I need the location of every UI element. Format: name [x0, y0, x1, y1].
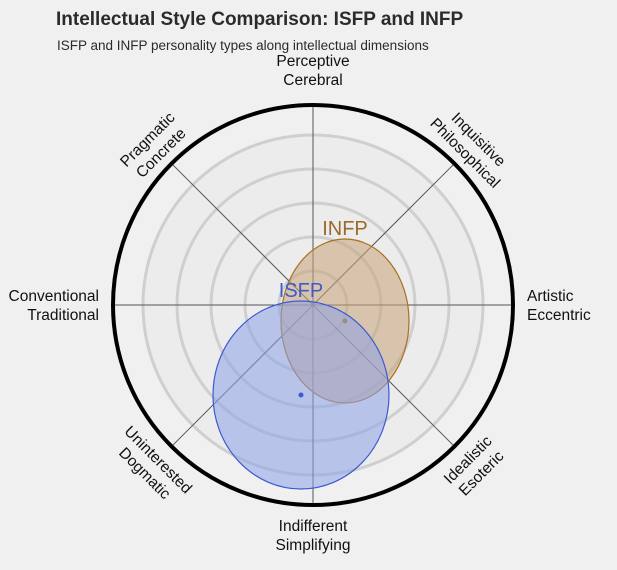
- axis-label-6: Conventional Traditional: [9, 288, 99, 324]
- chart-title: Intellectual Style Comparison: ISFP and …: [56, 9, 464, 30]
- outer-border: [111, 103, 515, 507]
- chart-subtitle: ISFP and INFP personality types along in…: [57, 38, 429, 53]
- axis-label-line: Perceptive: [276, 53, 349, 70]
- axis-label-2: Artistic Eccentric: [527, 288, 591, 324]
- axis-label-line: Traditional: [27, 307, 99, 324]
- series-label-isfp: ISFP: [279, 280, 323, 302]
- axis-label-line: Artistic: [527, 288, 574, 305]
- axis-label-4: Indifferent Simplifying: [276, 518, 351, 554]
- axis-label-line: Indifferent: [279, 518, 348, 535]
- axis-label-line: Cerebral: [283, 72, 342, 89]
- axis-label-0: Perceptive Cerebral: [276, 53, 349, 89]
- series-label-infp: INFP: [322, 218, 368, 240]
- axis-label-line: Conventional: [9, 288, 99, 305]
- series-center-isfp: [298, 392, 304, 398]
- axis-label-line: Simplifying: [276, 537, 351, 554]
- series-layer: [212, 238, 410, 490]
- axis-label-line: Eccentric: [527, 307, 591, 324]
